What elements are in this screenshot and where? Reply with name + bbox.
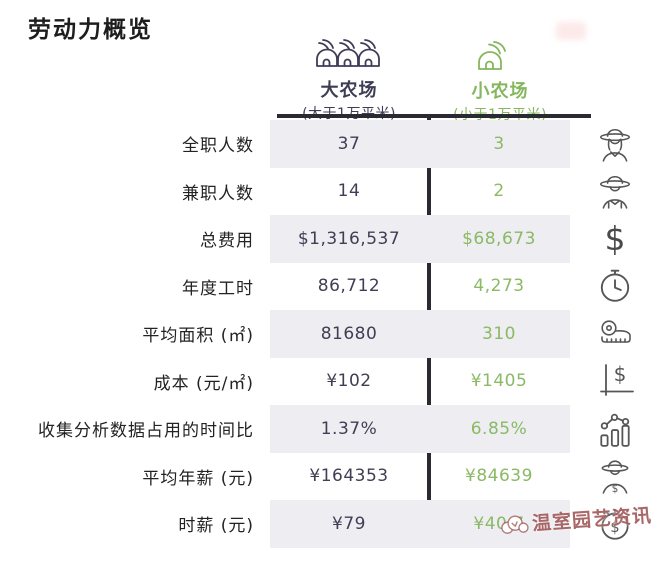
small-farm-value: 3: [428, 120, 570, 168]
large-farm-value: ¥79: [270, 500, 428, 548]
row-icon-cell: [570, 405, 660, 453]
salary-dollar-glyph: $: [612, 483, 619, 495]
row-icon-cell: [570, 168, 660, 216]
wage-dollar-glyph: $: [610, 519, 619, 536]
cloud-mascot-logo: [501, 514, 529, 534]
large-farm-value: ¥164353: [309, 466, 389, 487]
labor-metrics-table: 全职人数 37 3 兼职人数 14 2: [0, 120, 660, 548]
small-farm-label: 小农场: [471, 81, 529, 102]
large-farm-label: 大农场: [320, 80, 378, 101]
row-label: 成本 (元/㎡): [153, 373, 254, 394]
dollar-icon: $: [604, 219, 626, 259]
small-farm-value: 2: [493, 181, 505, 202]
column-header-large-farm: 大农场 (大于1万平米): [270, 34, 428, 123]
large-farm-value: 86,712: [317, 276, 381, 297]
large-farm-value: 37: [270, 120, 428, 168]
row-label: 收集分析数据占用的时间比: [38, 421, 254, 442]
row-icon-cell: [570, 120, 660, 168]
large-farm-value: 81680: [270, 310, 428, 358]
row-label: 全职人数: [182, 136, 254, 157]
large-farm-value: 1.37%: [270, 405, 428, 453]
small-farm-value: ¥1405: [470, 371, 528, 392]
row-label: 平均面积 (㎡): [142, 326, 254, 347]
row-label: 年度工时: [182, 278, 254, 299]
small-farm-value: 6.85%: [428, 405, 570, 453]
cost-axis-icon: $: [600, 362, 634, 397]
page-title: 劳动力概览: [28, 17, 153, 43]
farmer-man-icon: [599, 176, 631, 209]
small-farm-value: 4,273: [473, 276, 525, 297]
farmer-dollar-icon: $: [601, 460, 629, 495]
large-farm-value: 14: [337, 181, 361, 202]
cost-dollar-glyph: $: [614, 362, 627, 386]
small-farm-value: ¥40.7: [428, 500, 570, 548]
row-label: 总费用: [200, 231, 254, 252]
row-label: 时薪 (元): [178, 516, 254, 537]
watermark: 温室园艺资讯: [497, 501, 653, 539]
tape-measure-icon: [601, 320, 631, 343]
farmer-woman-icon: [599, 128, 631, 162]
clock-dollar-icon: $: [601, 508, 629, 540]
row-icon-cell: [570, 310, 660, 358]
analytics-icon: [600, 413, 630, 447]
row-icon-cell: $: [570, 215, 660, 263]
row-label: 平均年薪 (元): [142, 468, 254, 489]
scan-artifact: [556, 22, 586, 40]
greenhouse-icon: [478, 41, 506, 70]
row-icon-cell: [570, 263, 660, 311]
large-farm-value: ¥102: [326, 371, 372, 392]
small-farm-value: 310: [428, 310, 570, 358]
large-farm-value: $1,316,537: [270, 215, 428, 263]
row-icon-cell: $: [570, 453, 660, 501]
column-header-small-farm: 小农场 (小于1万平米): [430, 41, 570, 124]
small-farm-value: ¥84639: [465, 466, 533, 487]
clock-icon: [600, 269, 630, 302]
header-rule: [277, 114, 591, 118]
greenhouses-icon: [316, 39, 380, 67]
small-farm-value: $68,673: [428, 215, 570, 263]
row-icon-cell: $: [570, 500, 660, 548]
row-icon-cell: $: [570, 358, 660, 406]
row-label: 兼职人数: [182, 183, 254, 204]
